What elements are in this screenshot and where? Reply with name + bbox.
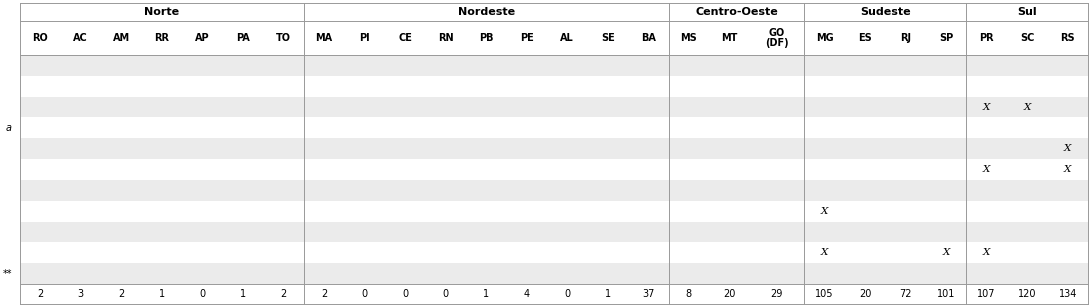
Text: X: X bbox=[1023, 102, 1031, 112]
Text: 1: 1 bbox=[605, 289, 610, 299]
Text: MS: MS bbox=[680, 33, 697, 43]
Text: RS: RS bbox=[1060, 33, 1075, 43]
Text: X: X bbox=[821, 248, 828, 257]
Text: ES: ES bbox=[858, 33, 871, 43]
Bar bbox=[20, 180, 1088, 201]
Bar bbox=[20, 221, 1088, 242]
Text: 2: 2 bbox=[321, 289, 328, 299]
Bar bbox=[20, 3, 1088, 55]
Bar bbox=[20, 159, 1088, 180]
Text: 72: 72 bbox=[900, 289, 912, 299]
Text: AP: AP bbox=[195, 33, 210, 43]
Text: RO: RO bbox=[33, 33, 48, 43]
Text: 2: 2 bbox=[37, 289, 44, 299]
Text: 0: 0 bbox=[361, 289, 368, 299]
Text: PB: PB bbox=[479, 33, 494, 43]
Text: 20: 20 bbox=[723, 289, 736, 299]
Text: 1: 1 bbox=[158, 289, 165, 299]
Text: X: X bbox=[983, 248, 990, 257]
Text: 2: 2 bbox=[281, 289, 286, 299]
Text: X: X bbox=[983, 102, 990, 112]
Bar bbox=[20, 97, 1088, 117]
Bar bbox=[20, 242, 1088, 263]
Text: 20: 20 bbox=[859, 289, 871, 299]
Bar bbox=[20, 55, 1088, 76]
Text: Centro-Oeste: Centro-Oeste bbox=[695, 7, 778, 17]
Text: X: X bbox=[1064, 144, 1071, 153]
Text: 29: 29 bbox=[771, 289, 783, 299]
Bar bbox=[20, 138, 1088, 159]
Text: PR: PR bbox=[980, 33, 994, 43]
Text: SC: SC bbox=[1020, 33, 1034, 43]
Text: PE: PE bbox=[520, 33, 534, 43]
Text: SP: SP bbox=[939, 33, 953, 43]
Text: MT: MT bbox=[721, 33, 737, 43]
Text: Norte: Norte bbox=[144, 7, 179, 17]
Text: BA: BA bbox=[641, 33, 655, 43]
Text: 0: 0 bbox=[565, 289, 570, 299]
Bar bbox=[20, 284, 1088, 304]
Text: RR: RR bbox=[154, 33, 169, 43]
Text: a: a bbox=[5, 123, 12, 133]
Text: 101: 101 bbox=[937, 289, 956, 299]
Text: **: ** bbox=[2, 269, 12, 278]
Text: 1: 1 bbox=[240, 289, 246, 299]
Bar bbox=[20, 201, 1088, 221]
Text: X: X bbox=[821, 206, 828, 216]
Text: Nordeste: Nordeste bbox=[458, 7, 514, 17]
Bar bbox=[20, 263, 1088, 284]
Text: CE: CE bbox=[399, 33, 412, 43]
Text: Sul: Sul bbox=[1018, 7, 1037, 17]
Text: 37: 37 bbox=[642, 289, 654, 299]
Text: SE: SE bbox=[601, 33, 615, 43]
Text: RJ: RJ bbox=[900, 33, 911, 43]
Text: AL: AL bbox=[560, 33, 574, 43]
Text: PI: PI bbox=[359, 33, 370, 43]
Text: X: X bbox=[983, 165, 990, 174]
Bar bbox=[20, 76, 1088, 97]
Text: X: X bbox=[1064, 165, 1071, 174]
Text: 0: 0 bbox=[442, 289, 449, 299]
Text: 134: 134 bbox=[1058, 289, 1077, 299]
Text: Sudeste: Sudeste bbox=[860, 7, 911, 17]
Text: 105: 105 bbox=[816, 289, 834, 299]
Text: AM: AM bbox=[112, 33, 130, 43]
Text: X: X bbox=[942, 248, 950, 257]
Text: 0: 0 bbox=[402, 289, 408, 299]
Text: MG: MG bbox=[816, 33, 833, 43]
Text: 1: 1 bbox=[483, 289, 489, 299]
Text: 8: 8 bbox=[686, 289, 692, 299]
Text: GO
(DF): GO (DF) bbox=[765, 27, 788, 48]
Text: 0: 0 bbox=[200, 289, 205, 299]
Text: 107: 107 bbox=[977, 289, 996, 299]
Text: 4: 4 bbox=[523, 289, 530, 299]
Text: 3: 3 bbox=[78, 289, 84, 299]
Text: 2: 2 bbox=[118, 289, 124, 299]
Text: RN: RN bbox=[438, 33, 453, 43]
Bar bbox=[20, 117, 1088, 138]
Text: PA: PA bbox=[236, 33, 250, 43]
Text: TO: TO bbox=[276, 33, 290, 43]
Text: 120: 120 bbox=[1018, 289, 1036, 299]
Text: MA: MA bbox=[316, 33, 333, 43]
Text: AC: AC bbox=[73, 33, 88, 43]
